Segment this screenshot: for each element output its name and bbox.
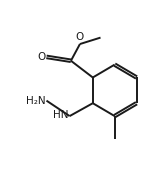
Text: O: O [37,52,45,62]
Text: O: O [76,32,84,42]
Text: H₂N: H₂N [26,96,45,106]
Text: HN: HN [53,110,68,120]
